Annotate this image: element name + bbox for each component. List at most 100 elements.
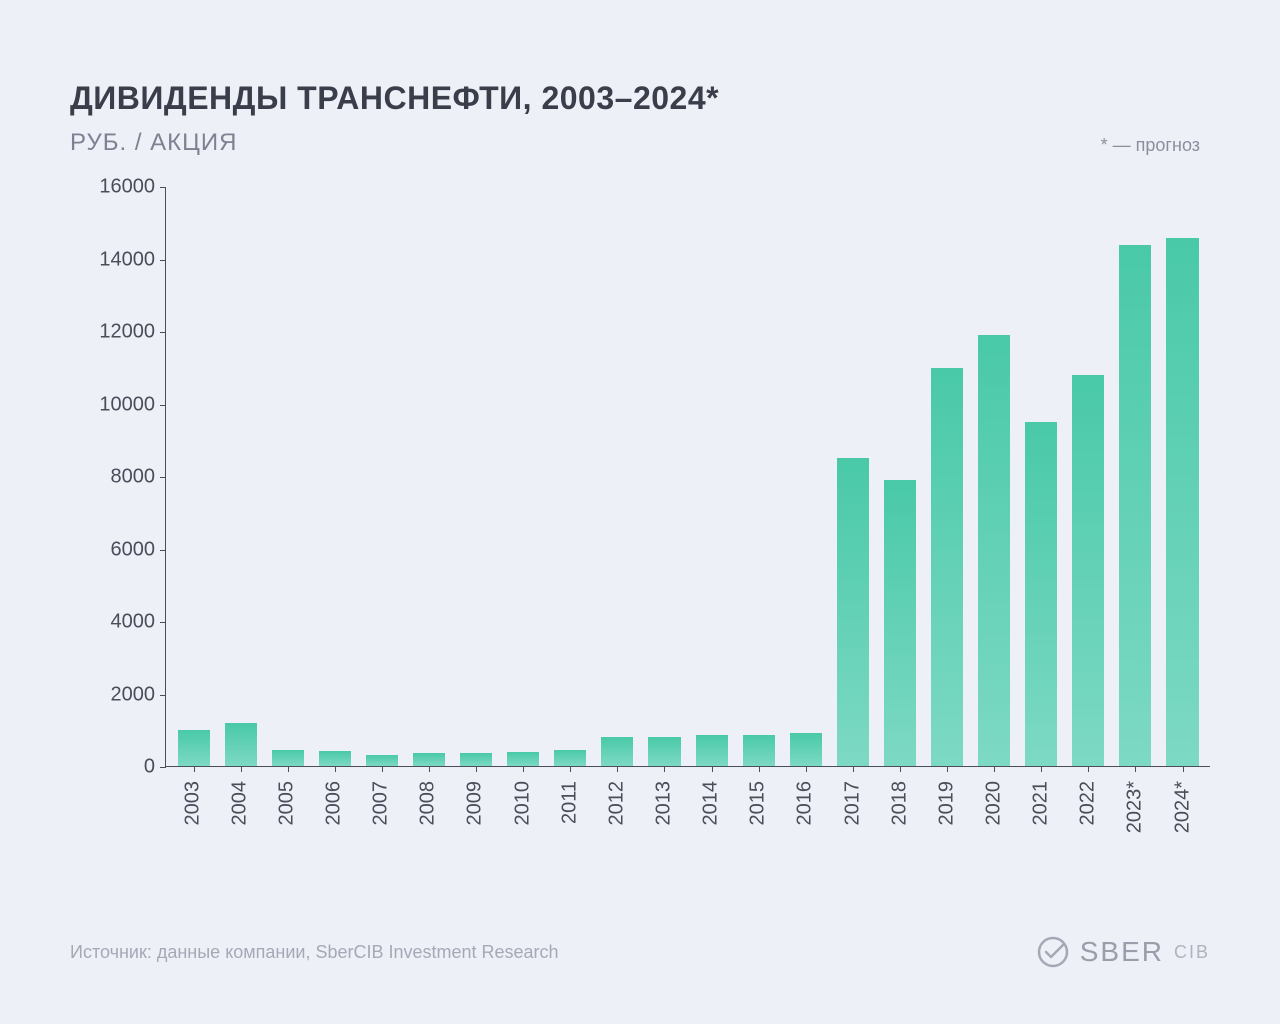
y-tick-label: 12000 xyxy=(70,321,155,344)
y-tick-mark xyxy=(160,695,166,696)
bar xyxy=(225,723,257,766)
x-label-slot: 2013 xyxy=(644,767,683,845)
logo-text-main: SBER xyxy=(1080,936,1164,968)
y-tick-label: 8000 xyxy=(70,466,155,489)
y-tick-mark xyxy=(160,187,166,188)
x-tick-label: 2019 xyxy=(935,781,958,826)
bar xyxy=(1072,375,1104,766)
x-tick-label: 2003 xyxy=(181,781,204,826)
x-label-slot: 2004 xyxy=(220,767,259,845)
bars-container xyxy=(166,187,1210,766)
y-tick-label: 2000 xyxy=(70,683,155,706)
bar-slot xyxy=(1069,187,1108,766)
x-label-slot: 2019 xyxy=(927,767,966,845)
x-tick-label: 2006 xyxy=(322,781,345,826)
x-tick-label: 2012 xyxy=(605,781,628,826)
x-tick-label: 2011 xyxy=(558,781,581,824)
bar-slot xyxy=(315,187,354,766)
x-tick-label: 2004 xyxy=(228,781,251,826)
y-tick-mark xyxy=(160,260,166,261)
sber-check-icon xyxy=(1036,935,1070,969)
bar-slot xyxy=(457,187,496,766)
x-tick-label: 2010 xyxy=(511,781,534,826)
x-label-slot: 2021 xyxy=(1022,767,1061,845)
x-tick-label: 2023* xyxy=(1124,781,1147,833)
bar xyxy=(460,753,492,766)
bar xyxy=(884,480,916,766)
x-tick-label: 2014 xyxy=(700,781,723,826)
bar-slot xyxy=(409,187,448,766)
bar xyxy=(790,733,822,766)
y-tick-label: 14000 xyxy=(70,248,155,271)
bar-slot xyxy=(833,187,872,766)
chart-title: ДИВИДЕНДЫ ТРАНСНЕФТИ, 2003–2024* xyxy=(70,80,1210,117)
x-axis-labels: 2003 2004 2005 2006 2007 2008 2009 2010 2011 2012… xyxy=(165,767,1210,845)
bar xyxy=(178,730,210,766)
bar-slot xyxy=(221,187,260,766)
bar-slot xyxy=(268,187,307,766)
bar-slot xyxy=(174,187,213,766)
bar xyxy=(696,735,728,766)
bar xyxy=(837,458,869,766)
x-tick-label: 2013 xyxy=(652,781,675,826)
bar-slot xyxy=(692,187,731,766)
x-tick-label: 2015 xyxy=(747,781,770,826)
source-text: Источник: данные компании, SberCIB Inves… xyxy=(70,942,559,963)
bar xyxy=(507,752,539,766)
bar xyxy=(1119,245,1151,766)
bar-slot xyxy=(598,187,637,766)
bar-slot xyxy=(1116,187,1155,766)
bar-slot xyxy=(739,187,778,766)
x-label-slot: 2003 xyxy=(173,767,212,845)
y-tick-label: 10000 xyxy=(70,393,155,416)
y-tick-label: 0 xyxy=(70,756,155,779)
x-label-slot: 2017 xyxy=(833,767,872,845)
y-tick-label: 4000 xyxy=(70,611,155,634)
x-tick-label: 2022 xyxy=(1077,781,1100,826)
x-label-slot: 2020 xyxy=(974,767,1013,845)
x-label-slot: 2012 xyxy=(597,767,636,845)
sber-cib-logo: SBER CIB xyxy=(1036,935,1210,969)
bar xyxy=(272,750,304,766)
forecast-note: * — прогноз xyxy=(1101,135,1200,156)
bar xyxy=(648,737,680,766)
bar-slot xyxy=(975,187,1014,766)
x-tick-label: 2005 xyxy=(275,781,298,826)
y-tick-mark xyxy=(160,477,166,478)
x-tick-label: 2018 xyxy=(888,781,911,826)
x-tick-label: 2017 xyxy=(841,781,864,826)
bar-slot xyxy=(362,187,401,766)
x-label-slot: 2008 xyxy=(409,767,448,845)
bar xyxy=(601,737,633,766)
x-tick-label: 2009 xyxy=(464,781,487,826)
bar xyxy=(743,735,775,766)
x-label-slot: 2005 xyxy=(267,767,306,845)
bar-slot xyxy=(1022,187,1061,766)
y-tick-mark xyxy=(160,622,166,623)
x-label-slot: 2006 xyxy=(314,767,353,845)
y-axis: 0200040006000800010000120001400016000 xyxy=(70,187,165,767)
y-tick-label: 16000 xyxy=(70,176,155,199)
plot-area xyxy=(165,187,1210,767)
bar xyxy=(554,750,586,766)
bar-slot xyxy=(1163,187,1202,766)
x-label-slot: 2023* xyxy=(1116,767,1155,845)
y-tick-mark xyxy=(160,550,166,551)
bar-slot xyxy=(504,187,543,766)
x-label-slot: 2016 xyxy=(786,767,825,845)
x-tick-label: 2016 xyxy=(794,781,817,826)
x-label-slot: 2018 xyxy=(880,767,919,845)
x-label-slot: 2009 xyxy=(456,767,495,845)
bar-slot xyxy=(786,187,825,766)
bar-slot xyxy=(928,187,967,766)
x-tick-label: 2024* xyxy=(1171,781,1194,833)
y-tick-mark xyxy=(160,332,166,333)
x-label-slot: 2007 xyxy=(362,767,401,845)
x-tick-label: 2007 xyxy=(370,781,393,826)
chart-subtitle: РУБ. / АКЦИЯ xyxy=(70,129,1210,157)
y-tick-label: 6000 xyxy=(70,538,155,561)
x-label-slot: 2014 xyxy=(692,767,731,845)
x-label-slot: 2010 xyxy=(503,767,542,845)
x-label-slot: 2011 xyxy=(550,767,589,845)
bar xyxy=(413,753,445,766)
